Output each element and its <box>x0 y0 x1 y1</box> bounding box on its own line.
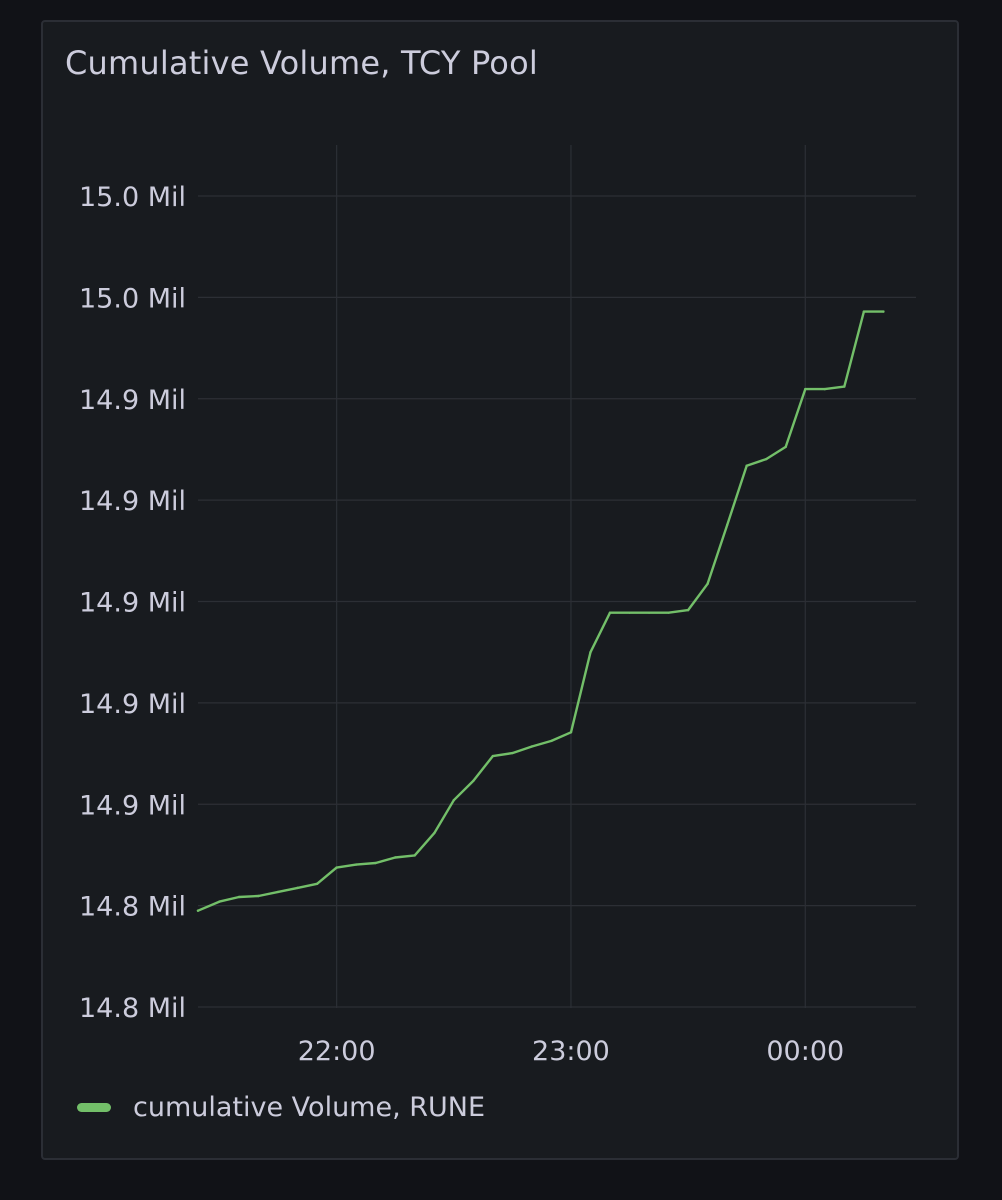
data-point[interactable] <box>667 611 670 614</box>
legend-series-label[interactable]: cumulative Volume, RUNE <box>133 1092 486 1123</box>
data-point[interactable] <box>374 861 377 865</box>
data-point[interactable] <box>491 754 495 758</box>
x-tick-label: 23:00 <box>532 1036 610 1067</box>
x-tick-label: 22:00 <box>298 1036 376 1067</box>
data-point[interactable] <box>725 523 729 527</box>
data-point[interactable] <box>550 739 553 743</box>
y-tick-label: 14.9 Mil <box>79 385 186 416</box>
data-point[interactable] <box>647 611 651 614</box>
y-tick-label: 14.9 Mil <box>79 486 186 517</box>
data-point[interactable] <box>843 385 846 388</box>
y-tick-label: 14.8 Mil <box>79 993 186 1024</box>
data-point[interactable] <box>237 895 241 899</box>
data-point[interactable] <box>784 445 787 449</box>
data-point[interactable] <box>276 890 280 894</box>
data-point[interactable] <box>706 582 709 585</box>
data-point[interactable] <box>745 464 748 467</box>
series-line-0[interactable] <box>196 310 885 912</box>
data-point[interactable] <box>257 894 260 898</box>
data-point[interactable] <box>628 611 631 614</box>
y-axis: 14.8 Mil 14.8 Mil 14.9 Mil 14.9 Mil 14.9 Mil… <box>79 182 186 1024</box>
legend[interactable]: cumulative Volume, RUNE <box>77 1092 485 1123</box>
y-tick-label: 14.8 Mil <box>79 892 186 923</box>
y-tick-label: 15.0 Mil <box>79 182 186 213</box>
data-point[interactable] <box>511 751 514 755</box>
data-point[interactable] <box>196 909 200 912</box>
x-tick-label: 00:00 <box>766 1036 844 1067</box>
legend-series-swatch[interactable] <box>77 1103 111 1112</box>
chart-grid <box>198 145 916 1008</box>
data-point[interactable] <box>296 886 299 890</box>
y-tick-label: 14.9 Mil <box>79 588 186 619</box>
data-point[interactable] <box>452 798 455 802</box>
data-point[interactable] <box>530 745 534 748</box>
data-point[interactable] <box>315 882 319 886</box>
data-point[interactable] <box>433 831 436 835</box>
data-point[interactable] <box>394 856 397 859</box>
data-point[interactable] <box>686 608 690 612</box>
data-point[interactable] <box>218 900 221 903</box>
x-axis: 22:00 23:00 00:00 <box>298 1036 844 1067</box>
data-point[interactable] <box>862 310 866 313</box>
data-point[interactable] <box>608 611 612 614</box>
chart-series <box>196 310 885 912</box>
y-tick-label: 15.0 Mil <box>79 283 186 314</box>
data-point[interactable] <box>472 779 475 783</box>
y-tick-label: 14.9 Mil <box>79 790 186 821</box>
panel-title: Cumulative Volume, TCY Pool <box>65 44 538 82</box>
chart-panel: Cumulative Volume, TCY Pool cumulative V… <box>41 20 959 1160</box>
y-tick-label: 14.9 Mil <box>79 689 186 720</box>
data-point[interactable] <box>589 650 592 654</box>
data-point[interactable] <box>569 731 573 734</box>
data-point[interactable] <box>804 387 807 391</box>
data-point[interactable] <box>335 866 338 869</box>
data-point[interactable] <box>413 854 416 857</box>
data-point[interactable] <box>354 863 358 866</box>
data-point[interactable] <box>765 457 768 461</box>
data-point[interactable] <box>823 387 826 391</box>
data-point[interactable] <box>882 310 885 313</box>
